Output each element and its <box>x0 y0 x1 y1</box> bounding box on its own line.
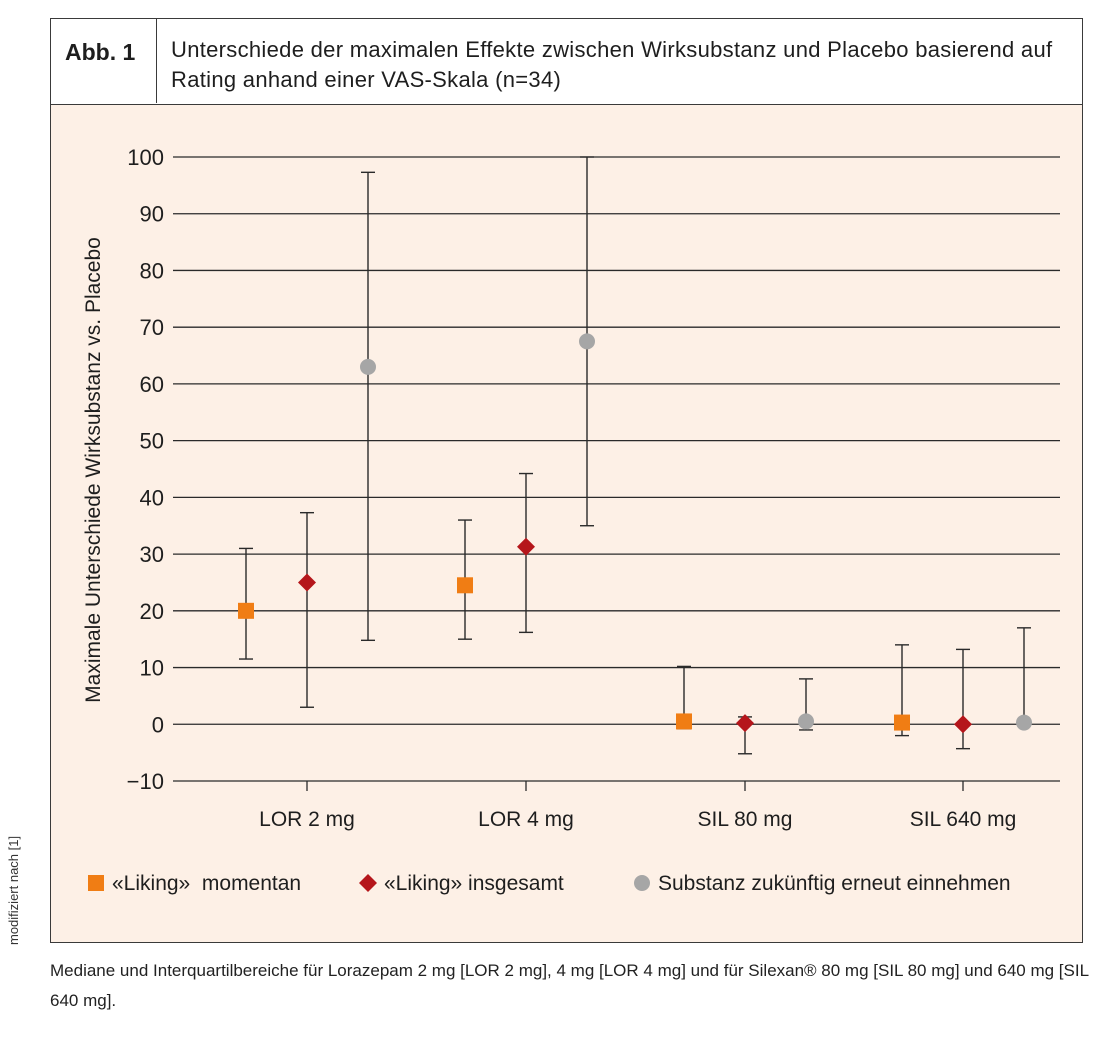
median-marker <box>798 713 814 730</box>
median-marker <box>238 602 254 619</box>
median-marker <box>457 577 473 594</box>
figure-label: Abb. 1 <box>51 19 157 103</box>
figure-caption: Mediane und Interquartilbereiche für Lor… <box>50 961 1089 1010</box>
legend-marker <box>359 874 377 892</box>
y-tick-label: 60 <box>140 372 164 397</box>
median-marker <box>1016 714 1032 731</box>
y-tick-label: 100 <box>127 145 164 170</box>
y-tick-label: 40 <box>140 485 164 510</box>
category-label: LOR 2 mg <box>259 808 355 831</box>
median-marker <box>579 333 595 350</box>
y-axis-label: Maximale Unterschiede Wirksubstanz vs. P… <box>82 237 105 703</box>
legend-label: «Liking» momentan <box>112 872 301 895</box>
median-marker <box>517 537 535 556</box>
y-tick-label: 70 <box>140 315 164 340</box>
source-note: modifiziert nach [1] <box>6 835 21 945</box>
y-tick-label: 80 <box>140 258 164 283</box>
category-label: SIL 80 mg <box>698 808 793 831</box>
y-tick-label: 20 <box>140 599 164 624</box>
figure-frame: Abb. 1 Unterschiede der maximalen Effekt… <box>50 18 1083 943</box>
y-tick-labels: −10 0 10 20 30 40 50 60 70 80 90 100 <box>127 145 164 794</box>
median-marker <box>954 715 972 734</box>
y-tick-label: 90 <box>140 202 164 227</box>
legend-marker <box>634 875 650 891</box>
gridlines <box>173 156 1060 782</box>
legend-label: «Liking» insgesamt <box>384 872 564 895</box>
figure-title: Unterschiede der maximalen Effekte zwisc… <box>171 37 1053 92</box>
data-markers <box>238 333 1032 734</box>
median-marker <box>894 714 910 731</box>
median-marker <box>676 713 692 730</box>
category-label: LOR 4 mg <box>478 808 574 831</box>
median-marker <box>360 358 376 375</box>
y-tick-label: 10 <box>140 656 164 681</box>
median-marker <box>298 573 316 592</box>
legend: «Liking» momentan «Liking» insgesamt Subst… <box>88 872 1011 895</box>
error-bars <box>239 156 1031 755</box>
x-tick-marks <box>306 781 964 791</box>
category-labels: LOR 2 mg LOR 4 mg SIL 80 mg SIL 640 mg <box>259 808 1016 831</box>
figure-header: Abb. 1 Unterschiede der maximalen Effekt… <box>51 19 1082 105</box>
y-tick-label: 30 <box>140 542 164 567</box>
y-tick-label: 50 <box>140 429 164 454</box>
y-tick-label: −10 <box>127 769 164 794</box>
legend-marker <box>88 875 104 891</box>
legend-label: Substanz zukünftig erneut einnehmen <box>658 872 1011 895</box>
median-marker <box>736 714 754 733</box>
y-tick-label: 0 <box>152 712 164 737</box>
chart-svg: −10 0 10 20 30 40 50 60 70 80 90 100 LOR 2 mg LOR 4 … <box>82 145 1060 895</box>
category-label: SIL 640 mg <box>910 808 1017 831</box>
